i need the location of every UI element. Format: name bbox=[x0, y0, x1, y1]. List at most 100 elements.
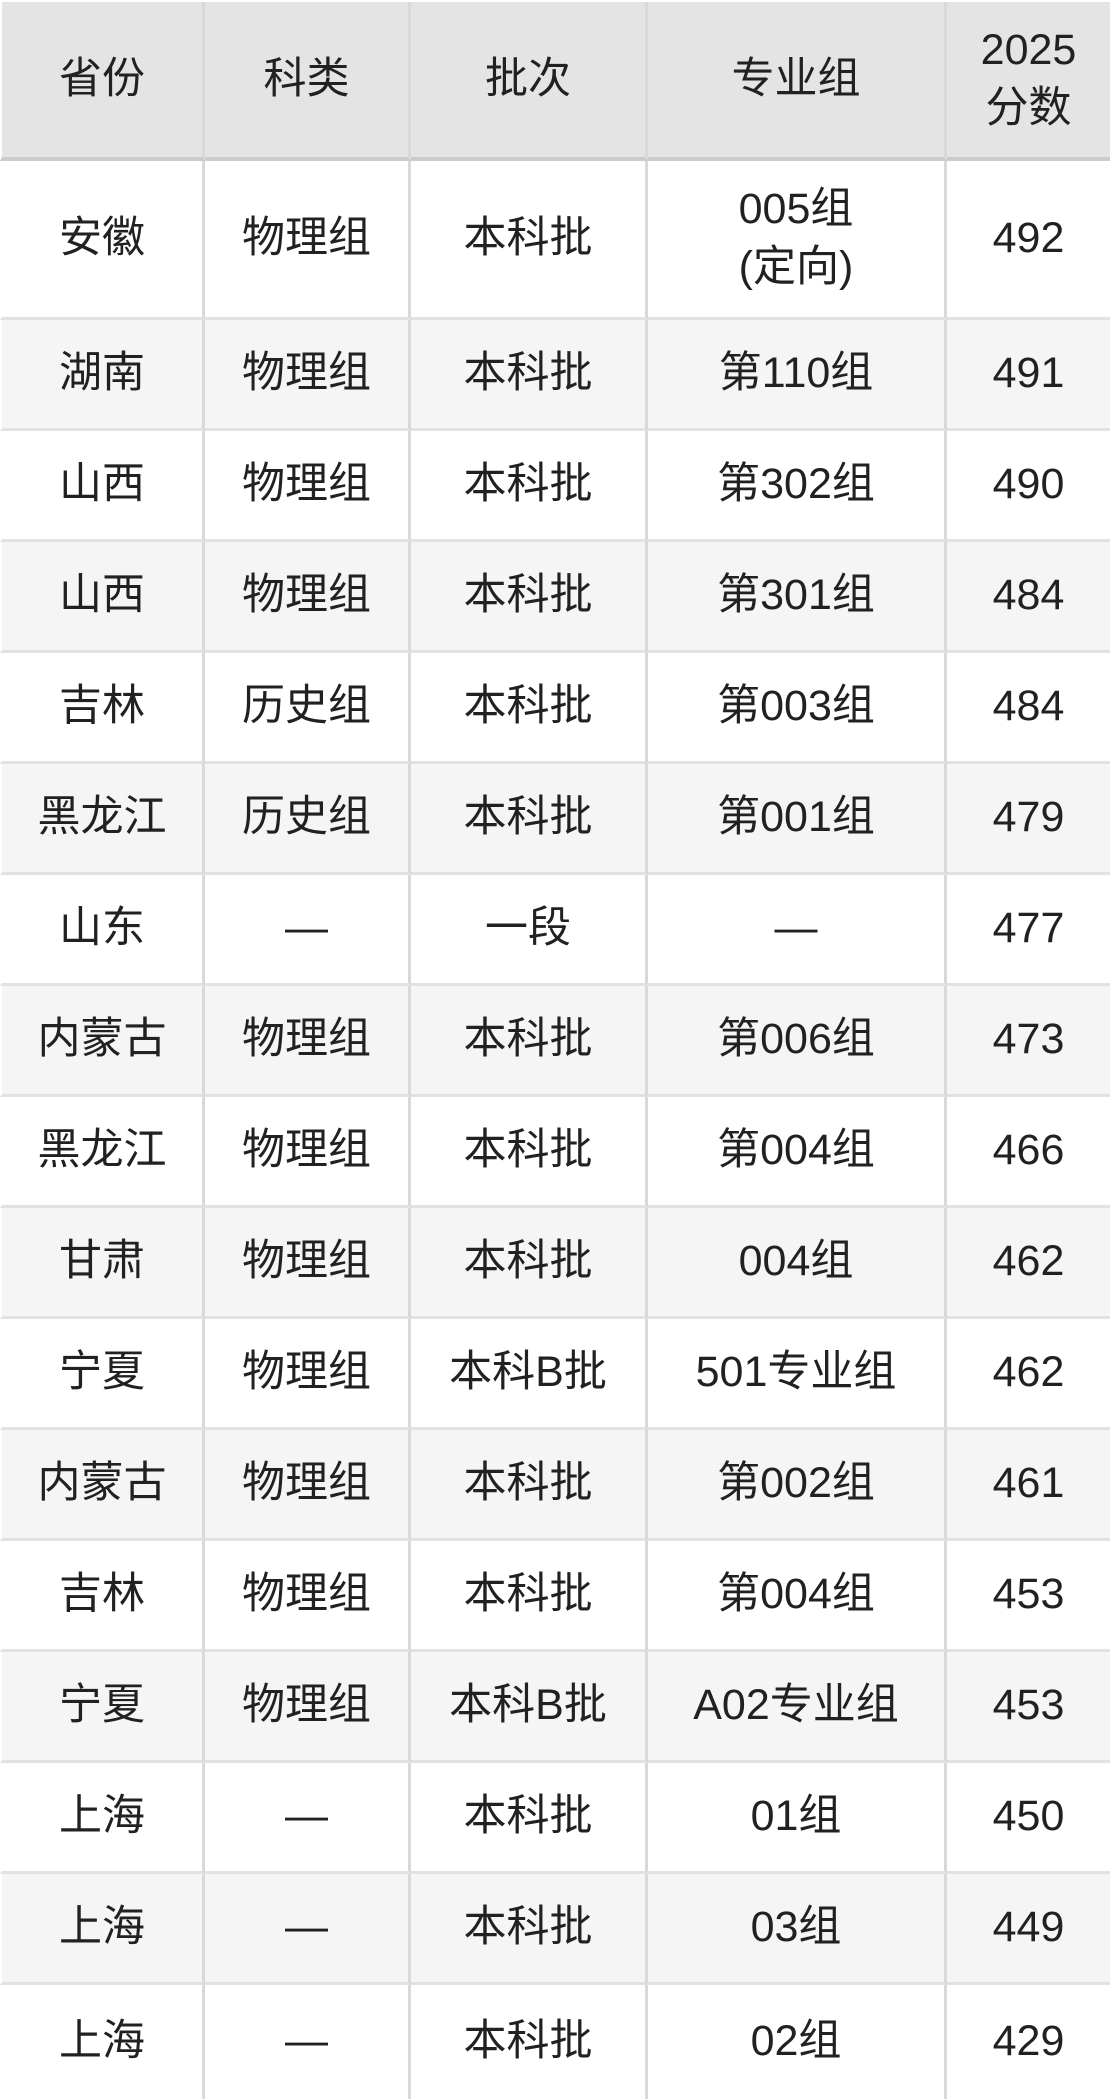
cell-batch: 本科批 bbox=[411, 1763, 648, 1874]
cell-category: 物理组 bbox=[205, 1430, 411, 1541]
cell-score: 473 bbox=[947, 986, 1110, 1097]
cell-batch: 本科批 bbox=[411, 161, 648, 320]
cell-province: 吉林 bbox=[0, 653, 205, 764]
cell-major-group: 03组 bbox=[648, 1874, 947, 1985]
cell-batch: 一段 bbox=[411, 875, 648, 986]
cell-category: 历史组 bbox=[205, 764, 411, 875]
cell-category: 物理组 bbox=[205, 1097, 411, 1208]
table-row: 上海 — 本科批 03组 449 bbox=[0, 1874, 1110, 1985]
cell-province: 湖南 bbox=[0, 320, 205, 431]
cell-category: 物理组 bbox=[205, 542, 411, 653]
cell-score: 491 bbox=[947, 320, 1110, 431]
cell-province: 内蒙古 bbox=[0, 1430, 205, 1541]
cell-major-group: 第301组 bbox=[648, 542, 947, 653]
table-row: 上海 — 本科批 02组 429 bbox=[0, 1985, 1110, 2099]
cell-score: 484 bbox=[947, 542, 1110, 653]
cell-province: 上海 bbox=[0, 1874, 205, 1985]
table-row: 安徽 物理组 本科批 005组 (定向) 492 bbox=[0, 161, 1110, 320]
cell-major-group: A02专业组 bbox=[648, 1652, 947, 1763]
cell-score: 453 bbox=[947, 1541, 1110, 1652]
cell-category: 物理组 bbox=[205, 1541, 411, 1652]
cell-category: 物理组 bbox=[205, 431, 411, 542]
table-row: 宁夏 物理组 本科B批 501专业组 462 bbox=[0, 1319, 1110, 1430]
cell-province: 宁夏 bbox=[0, 1652, 205, 1763]
cell-batch: 本科B批 bbox=[411, 1319, 648, 1430]
cell-major-group: 第302组 bbox=[648, 431, 947, 542]
table-row: 山东 — 一段 — 477 bbox=[0, 875, 1110, 986]
cell-batch: 本科批 bbox=[411, 1874, 648, 1985]
header-row: 省份 科类 批次 专业组 2025 分数 bbox=[0, 2, 1110, 161]
table-row: 内蒙古 物理组 本科批 第002组 461 bbox=[0, 1430, 1110, 1541]
cell-major-group: 02组 bbox=[648, 1985, 947, 2099]
cell-major-group: 501专业组 bbox=[648, 1319, 947, 1430]
table-body: 安徽 物理组 本科批 005组 (定向) 492 湖南 物理组 本科批 第110… bbox=[0, 161, 1110, 2099]
cell-province: 吉林 bbox=[0, 1541, 205, 1652]
cell-province: 内蒙古 bbox=[0, 986, 205, 1097]
cell-province: 上海 bbox=[0, 1763, 205, 1874]
cell-category: — bbox=[205, 875, 411, 986]
cell-score: 461 bbox=[947, 1430, 1110, 1541]
cell-batch: 本科批 bbox=[411, 1097, 648, 1208]
cell-province: 上海 bbox=[0, 1985, 205, 2099]
table-row: 内蒙古 物理组 本科批 第006组 473 bbox=[0, 986, 1110, 1097]
cell-category: 物理组 bbox=[205, 161, 411, 320]
cell-score: 453 bbox=[947, 1652, 1110, 1763]
cell-batch: 本科批 bbox=[411, 764, 648, 875]
cell-major-group: 第110组 bbox=[648, 320, 947, 431]
table-row: 湖南 物理组 本科批 第110组 491 bbox=[0, 320, 1110, 431]
header-cell-major-group: 专业组 bbox=[648, 2, 947, 161]
cell-major-group: 第006组 bbox=[648, 986, 947, 1097]
cell-category: — bbox=[205, 1985, 411, 2099]
cell-province: 安徽 bbox=[0, 161, 205, 320]
cell-category: — bbox=[205, 1874, 411, 1985]
cell-score: 490 bbox=[947, 431, 1110, 542]
table-row: 宁夏 物理组 本科B批 A02专业组 453 bbox=[0, 1652, 1110, 1763]
table-row: 上海 — 本科批 01组 450 bbox=[0, 1763, 1110, 1874]
cell-score: 429 bbox=[947, 1985, 1110, 2099]
table-row: 黑龙江 历史组 本科批 第001组 479 bbox=[0, 764, 1110, 875]
cell-province: 宁夏 bbox=[0, 1319, 205, 1430]
cell-major-group: 01组 bbox=[648, 1763, 947, 1874]
cell-category: 物理组 bbox=[205, 1652, 411, 1763]
cell-major-group: 005组 (定向) bbox=[648, 161, 947, 320]
cell-batch: 本科批 bbox=[411, 1541, 648, 1652]
cell-score: 477 bbox=[947, 875, 1110, 986]
table-row: 黑龙江 物理组 本科批 第004组 466 bbox=[0, 1097, 1110, 1208]
cell-score: 450 bbox=[947, 1763, 1110, 1874]
header-cell-score-2025: 2025 分数 bbox=[947, 2, 1110, 161]
cell-province: 黑龙江 bbox=[0, 764, 205, 875]
table-header: 省份 科类 批次 专业组 2025 分数 bbox=[0, 2, 1110, 161]
cell-category: 物理组 bbox=[205, 320, 411, 431]
cell-major-group: 第003组 bbox=[648, 653, 947, 764]
cell-category: — bbox=[205, 1763, 411, 1874]
cell-major-group: 004组 bbox=[648, 1208, 947, 1319]
cell-major-group: 第004组 bbox=[648, 1541, 947, 1652]
cell-score: 449 bbox=[947, 1874, 1110, 1985]
cell-batch: 本科批 bbox=[411, 1985, 648, 2099]
cell-major-group: 第002组 bbox=[648, 1430, 947, 1541]
cell-batch: 本科批 bbox=[411, 1208, 648, 1319]
cell-batch: 本科批 bbox=[411, 653, 648, 764]
cell-batch: 本科B批 bbox=[411, 1652, 648, 1763]
table-row: 吉林 历史组 本科批 第003组 484 bbox=[0, 653, 1110, 764]
header-cell-province: 省份 bbox=[0, 2, 205, 161]
cell-score: 462 bbox=[947, 1208, 1110, 1319]
table-row: 吉林 物理组 本科批 第004组 453 bbox=[0, 1541, 1110, 1652]
table-row: 山西 物理组 本科批 第302组 490 bbox=[0, 431, 1110, 542]
cell-batch: 本科批 bbox=[411, 542, 648, 653]
cell-category: 历史组 bbox=[205, 653, 411, 764]
cell-batch: 本科批 bbox=[411, 986, 648, 1097]
cell-major-group: — bbox=[648, 875, 947, 986]
cell-score: 484 bbox=[947, 653, 1110, 764]
table-row: 甘肃 物理组 本科批 004组 462 bbox=[0, 1208, 1110, 1319]
header-cell-category: 科类 bbox=[205, 2, 411, 161]
cell-score: 466 bbox=[947, 1097, 1110, 1208]
cell-province: 黑龙江 bbox=[0, 1097, 205, 1208]
cell-category: 物理组 bbox=[205, 1319, 411, 1430]
header-cell-batch: 批次 bbox=[411, 2, 648, 161]
cell-score: 479 bbox=[947, 764, 1110, 875]
cell-major-group: 第004组 bbox=[648, 1097, 947, 1208]
cell-category: 物理组 bbox=[205, 986, 411, 1097]
